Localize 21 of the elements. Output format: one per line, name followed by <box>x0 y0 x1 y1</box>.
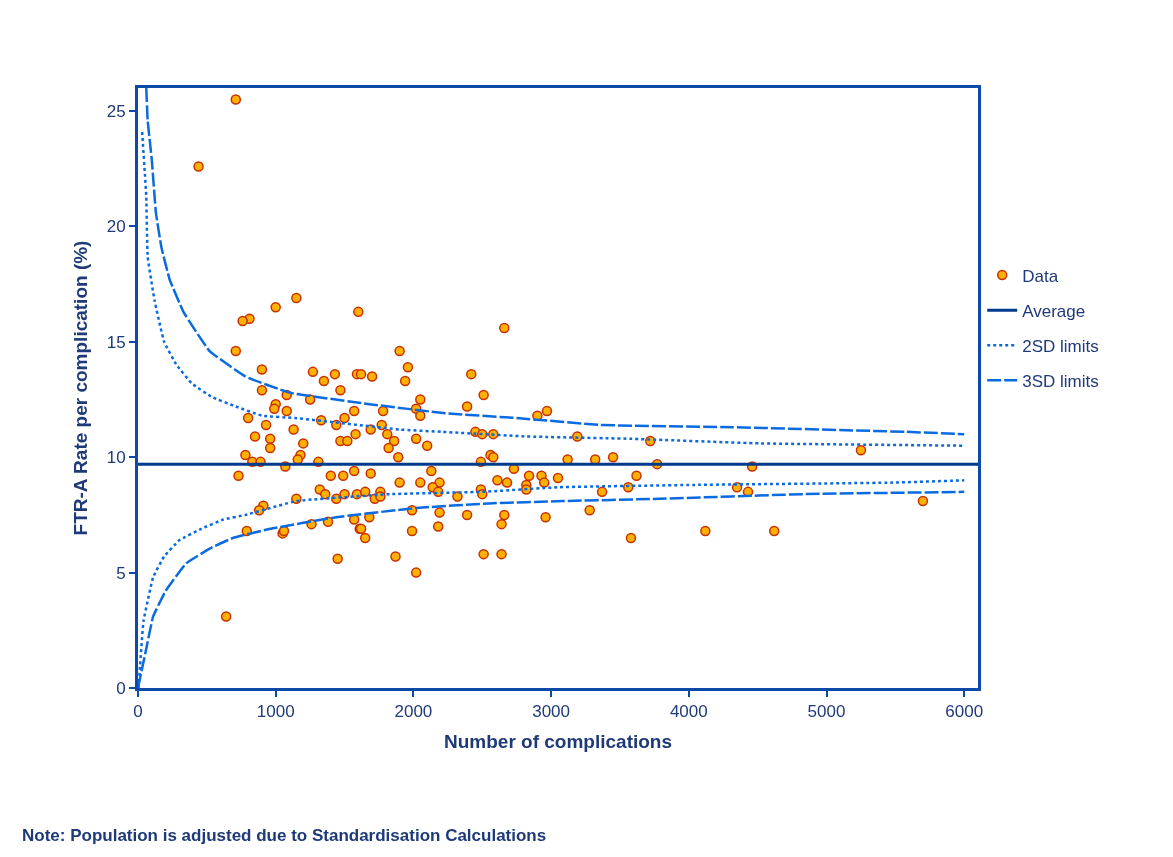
y-tick-label: 25 <box>106 102 126 122</box>
x-tick-label: 1000 <box>256 702 295 722</box>
line-series <box>145 88 966 436</box>
y-tick-label: 15 <box>106 332 126 352</box>
y-tick-label: 5 <box>116 563 126 583</box>
y-tick-label: 10 <box>106 448 126 468</box>
x-tick-label: 0 <box>133 702 143 722</box>
text: Note: Population is adjusted due to Standardisation Calculations <box>22 826 547 845</box>
x-tick-label: 6000 <box>945 702 984 722</box>
legend-label: 2SD limits <box>1022 336 1099 356</box>
legend-label: Average <box>1022 301 1086 321</box>
y-tick-label: 0 <box>116 678 126 698</box>
x-tick-label: 2000 <box>394 702 433 722</box>
x-tick-label: 3000 <box>532 702 571 722</box>
y-axis-title: FTR-A Rate per complication (%) <box>69 240 91 536</box>
y-tick-label: 20 <box>106 217 126 237</box>
x-tick-label: 5000 <box>807 702 846 722</box>
x-tick-label: 4000 <box>669 702 708 722</box>
x-axis-title: Number of complications <box>443 731 673 753</box>
legend-label: Data <box>1022 266 1059 286</box>
legend-label: 3SD limits <box>1022 371 1099 391</box>
